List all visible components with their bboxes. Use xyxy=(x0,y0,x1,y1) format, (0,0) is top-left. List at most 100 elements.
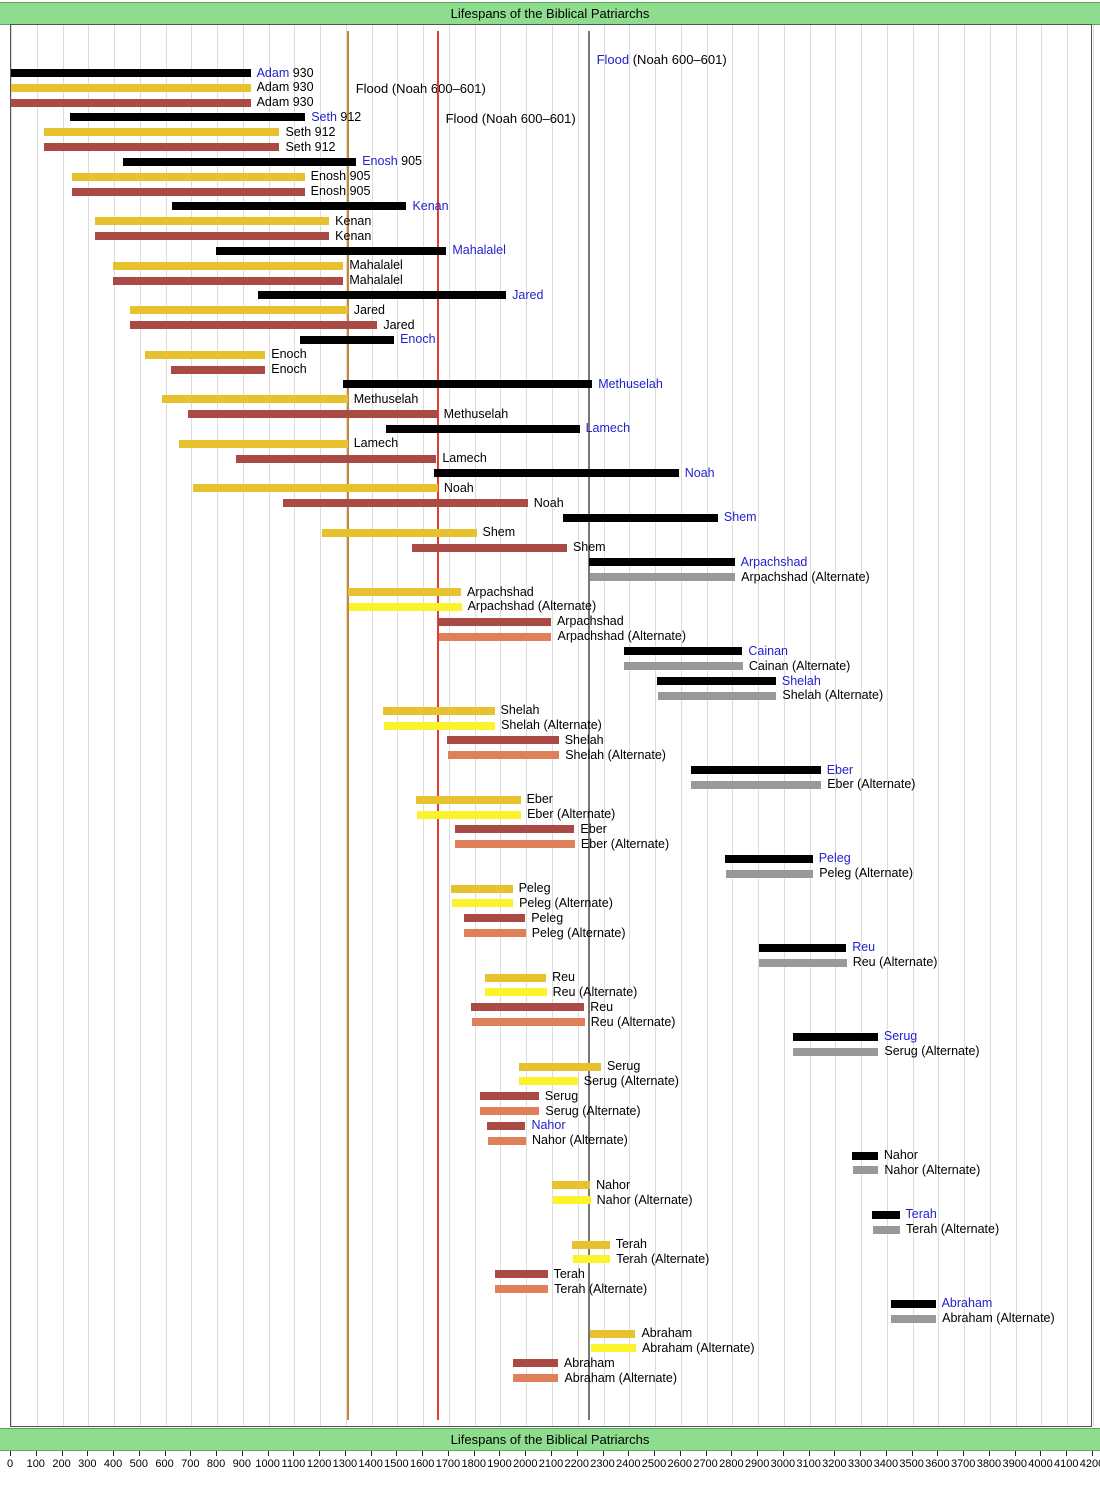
gridline xyxy=(655,25,657,1426)
axis-tick xyxy=(499,1451,501,1456)
gridline xyxy=(165,25,167,1426)
axis-tick-label: 400 xyxy=(103,1458,123,1470)
bar-label: Shelah (Alternate) xyxy=(782,688,883,703)
bar-label-name: Mahalalel xyxy=(452,243,506,258)
bar-label: Noah xyxy=(444,481,474,496)
axis-tick xyxy=(576,1451,578,1456)
bar-label-name: Terah (Alternate) xyxy=(554,1281,648,1296)
axis-tick xyxy=(267,1451,269,1456)
lifespan-bar-lamech xyxy=(236,454,437,463)
bar-label: Eber (Alternate) xyxy=(581,837,669,852)
bar-label-name: Nahor xyxy=(596,1177,631,1192)
axis-tick-label: 3100 xyxy=(796,1458,821,1470)
bar-label-name: Noah xyxy=(443,480,474,495)
bar-label: Peleg (Alternate) xyxy=(819,866,913,881)
gridline xyxy=(500,25,502,1426)
axis-tick xyxy=(35,1451,37,1456)
gridline xyxy=(191,25,193,1426)
bar-label-name: Arpachshad (Alternate) xyxy=(467,599,597,614)
bar-label: Serug xyxy=(607,1059,640,1074)
axis-tick xyxy=(885,1451,887,1456)
flood-label-rest: (Noah 600–601) xyxy=(629,52,727,67)
lifespan-bar-lamech xyxy=(385,424,580,433)
lifespan-bar-shem xyxy=(412,543,567,552)
bar-label: Enosh 905 xyxy=(311,169,371,184)
lifespan-bar-mahalalel xyxy=(215,246,447,255)
bar-label: Abraham xyxy=(641,1326,692,1341)
chart-title-top: Lifespans of the Biblical Patriarchs xyxy=(0,2,1100,25)
bar-label-name: Shelah (Alternate) xyxy=(501,718,602,733)
bar-label: Jared xyxy=(383,318,414,333)
bar-label-name: Peleg xyxy=(518,881,551,896)
axis-tick xyxy=(911,1451,913,1456)
bar-label-name: Reu (Alternate) xyxy=(852,955,938,970)
bar-label-name: Terah xyxy=(553,1266,585,1281)
lifespan-bar-jared xyxy=(129,306,348,315)
gridline xyxy=(964,25,966,1426)
axis-tick-label: 3300 xyxy=(847,1458,873,1470)
gridline xyxy=(345,25,347,1426)
lifespan-bar-shelah-alternate xyxy=(447,751,560,760)
axis-tick xyxy=(293,1451,295,1456)
lifespan-bar-arpachshad-alternate xyxy=(348,602,462,611)
lifespan-bar-serug-alternate xyxy=(518,1077,578,1086)
lifespan-bar-peleg-alternate xyxy=(464,929,526,938)
axis-tick xyxy=(10,1451,11,1456)
lifespan-bar-serug-alternate xyxy=(793,1047,879,1056)
bar-label-name: Cainan (Alternate) xyxy=(748,658,851,673)
axis-tick-label: 2200 xyxy=(564,1458,589,1470)
bar-label-name: Enosh xyxy=(362,154,398,169)
lifespan-bar-enosh xyxy=(123,157,357,166)
bar-label: Terah (Alternate) xyxy=(554,1282,647,1297)
lifespan-bar-enoch xyxy=(171,365,266,374)
bar-label-name: Nahor xyxy=(531,1118,566,1133)
bar-label-name: Serug (Alternate) xyxy=(884,1044,980,1059)
lifespan-bar-shelah-alternate xyxy=(657,691,777,700)
gridline xyxy=(11,25,12,1426)
bar-label-name: Shem xyxy=(572,540,606,555)
axis-tick xyxy=(731,1451,733,1456)
gridline xyxy=(88,25,90,1426)
bar-label: Enosh 905 xyxy=(311,184,371,199)
bar-label-name: Noah xyxy=(684,465,715,480)
bar-label-name: Adam 930 xyxy=(256,95,314,110)
lifespan-bar-nahor xyxy=(552,1181,591,1190)
bar-label-name: Peleg xyxy=(531,910,564,925)
lifespan-bar-peleg xyxy=(451,884,513,893)
lifespan-bar-terah-alternate xyxy=(872,1225,901,1234)
axis-tick-label: 1800 xyxy=(461,1458,486,1470)
lifespan-bar-adam xyxy=(11,83,251,92)
bar-label-name: Abraham (Alternate) xyxy=(942,1311,1055,1326)
bar-label: Reu (Alternate) xyxy=(553,985,638,1000)
bar-label: Shem xyxy=(483,525,516,540)
axis-tick xyxy=(473,1451,475,1456)
axis-tick xyxy=(164,1451,166,1456)
bar-label-name: Jared xyxy=(353,302,385,317)
bar-label-name: Methuselah xyxy=(598,376,663,391)
bar-label: Reu (Alternate) xyxy=(853,955,938,970)
gridline xyxy=(552,25,553,1426)
gridline xyxy=(294,25,296,1426)
lifespan-bar-methuselah xyxy=(342,380,593,389)
lifespan-bar-eber xyxy=(454,825,575,834)
axis-tick xyxy=(216,1451,218,1456)
axis-tick-label: 1600 xyxy=(409,1458,435,1470)
bar-label-name: Serug (Alternate) xyxy=(583,1073,679,1088)
bar-label-name: Arpachshad (Alternate) xyxy=(741,569,870,584)
x-axis: 0 100 200 300 400 500 600 700 800 900 1000 1100 1200… xyxy=(0,1450,1100,1488)
lifespan-bar-serug xyxy=(479,1092,539,1101)
axis-tick-label: 1000 xyxy=(255,1458,280,1470)
lifespan-bar-enoch xyxy=(300,335,395,344)
bar-label: Eber xyxy=(580,822,606,837)
chart-title-text: Lifespans of the Biblical Patriarchs xyxy=(450,6,650,21)
bar-label: Lamech xyxy=(586,421,630,436)
bar-label-name: Nahor (Alternate) xyxy=(884,1162,981,1177)
axis-tick-label: 3600 xyxy=(925,1458,950,1470)
bar-label: Terah xyxy=(616,1237,647,1252)
bar-label-name: Peleg xyxy=(818,851,851,866)
bar-label-name: Serug xyxy=(883,1029,918,1044)
bar-label: Methuselah xyxy=(354,392,419,407)
bar-label-name: Shelah (Alternate) xyxy=(782,688,884,703)
lifespan-bar-enosh xyxy=(71,172,305,181)
